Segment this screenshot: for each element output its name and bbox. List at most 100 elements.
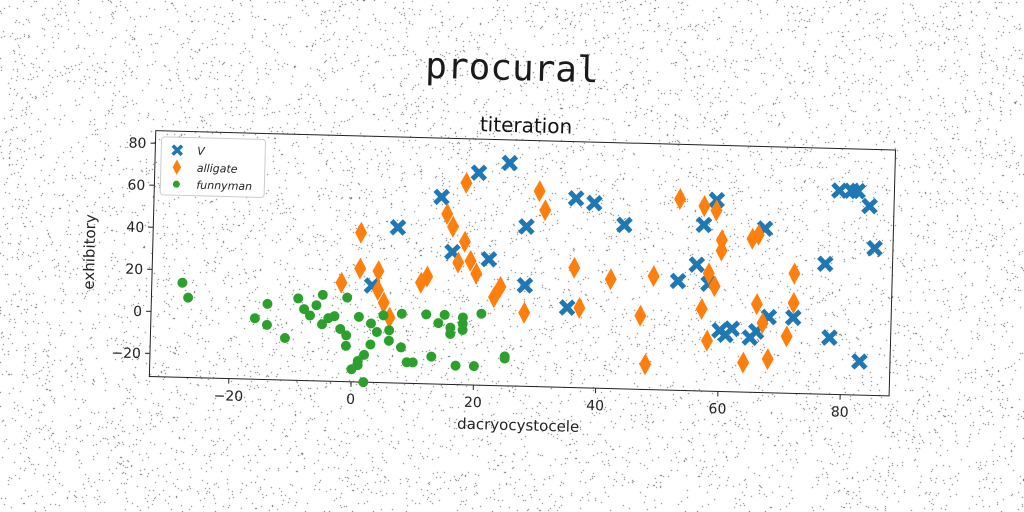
data-point [371, 327, 382, 338]
data-point [756, 312, 769, 335]
legend-label: V [197, 145, 206, 158]
data-point [383, 306, 396, 329]
data-point [752, 223, 765, 246]
data-point [516, 277, 534, 294]
y-tick-label: 20 [125, 262, 143, 278]
data-point [433, 318, 444, 329]
data-point [426, 351, 437, 362]
data-point [293, 293, 304, 304]
data-point [262, 298, 273, 309]
data-point [365, 339, 376, 350]
data-point [352, 360, 363, 371]
data-point [708, 275, 721, 298]
data-point [816, 255, 834, 273]
plot-group: −20 0 20 40 60 80 −20 0 20 40 60 80 titeration dac… [80, 112, 897, 436]
y-tick-label: 60 [127, 178, 145, 194]
data-point [445, 328, 456, 339]
data-point [470, 262, 483, 285]
y-tick-label: −20 [111, 345, 141, 362]
data-point [439, 309, 450, 320]
legend-box [159, 136, 267, 198]
data-point [371, 278, 384, 301]
data-point [342, 292, 353, 303]
data-point [261, 319, 272, 330]
data-point [341, 330, 352, 341]
data-point [539, 199, 552, 222]
data-point [183, 292, 194, 303]
data-point [317, 319, 328, 330]
data-point [279, 333, 290, 344]
data-point [365, 318, 376, 329]
data-point [177, 277, 188, 288]
legend-label: alligate [197, 162, 238, 176]
y-axis-ticks: −20 0 20 40 60 80 [111, 136, 156, 362]
data-point [470, 164, 488, 182]
data-point [458, 230, 471, 253]
data-point [567, 190, 585, 207]
data-point [695, 216, 713, 234]
y-tick-label: 0 [133, 304, 142, 320]
data-point [499, 353, 510, 364]
x-tick-label: 60 [708, 401, 726, 417]
data-point [518, 301, 531, 324]
data-point [372, 260, 385, 283]
data-point [384, 325, 395, 336]
data-point [702, 262, 715, 285]
data-point [780, 325, 793, 348]
data-point [750, 293, 763, 316]
legend-marker-shape [172, 159, 182, 175]
plot-title: titeration [480, 112, 573, 138]
data-point [723, 320, 741, 338]
data-point [616, 216, 633, 234]
data-point [585, 194, 603, 212]
data-point [396, 308, 407, 319]
data-point [737, 351, 750, 374]
data-point [353, 311, 364, 322]
data-point [305, 310, 316, 321]
data-point [407, 357, 418, 368]
x-axis-label: dacryocystocele [457, 415, 579, 436]
data-point [639, 353, 652, 376]
data-point [389, 219, 407, 236]
data-point [866, 239, 883, 257]
data-point [457, 312, 468, 323]
data-point [669, 272, 687, 290]
x-tick-label: −20 [213, 388, 243, 405]
data-point [359, 349, 370, 360]
data-point [647, 265, 660, 288]
data-point [395, 342, 406, 353]
data-point [311, 300, 322, 311]
data-point [698, 194, 711, 217]
series-alligate [335, 171, 801, 376]
y-axis-label: exhibitory [80, 214, 100, 290]
data-point [340, 340, 351, 351]
x-tick-label: 0 [346, 392, 355, 408]
x-tick-label: 80 [831, 404, 849, 420]
data-point [533, 180, 546, 203]
legend-marker [171, 144, 184, 157]
data-point [299, 304, 310, 315]
data-point [787, 291, 800, 314]
data-point [335, 323, 346, 334]
data-point [358, 377, 369, 388]
data-point [468, 361, 479, 372]
data-point [761, 348, 774, 371]
data-point [480, 250, 498, 268]
data-point [450, 360, 461, 371]
data-point [573, 296, 586, 319]
data-point [421, 309, 432, 320]
legend-marker [172, 180, 180, 188]
x-tick-label: 40 [586, 398, 604, 414]
legend-marker-shape [171, 144, 184, 157]
data-point [674, 188, 687, 211]
data-point [447, 215, 460, 238]
data-point [378, 310, 389, 321]
data-point [518, 218, 535, 235]
data-point [851, 353, 868, 370]
data-point [249, 313, 260, 324]
data-point [421, 265, 434, 288]
data-point [476, 308, 487, 319]
data-point [695, 297, 708, 320]
